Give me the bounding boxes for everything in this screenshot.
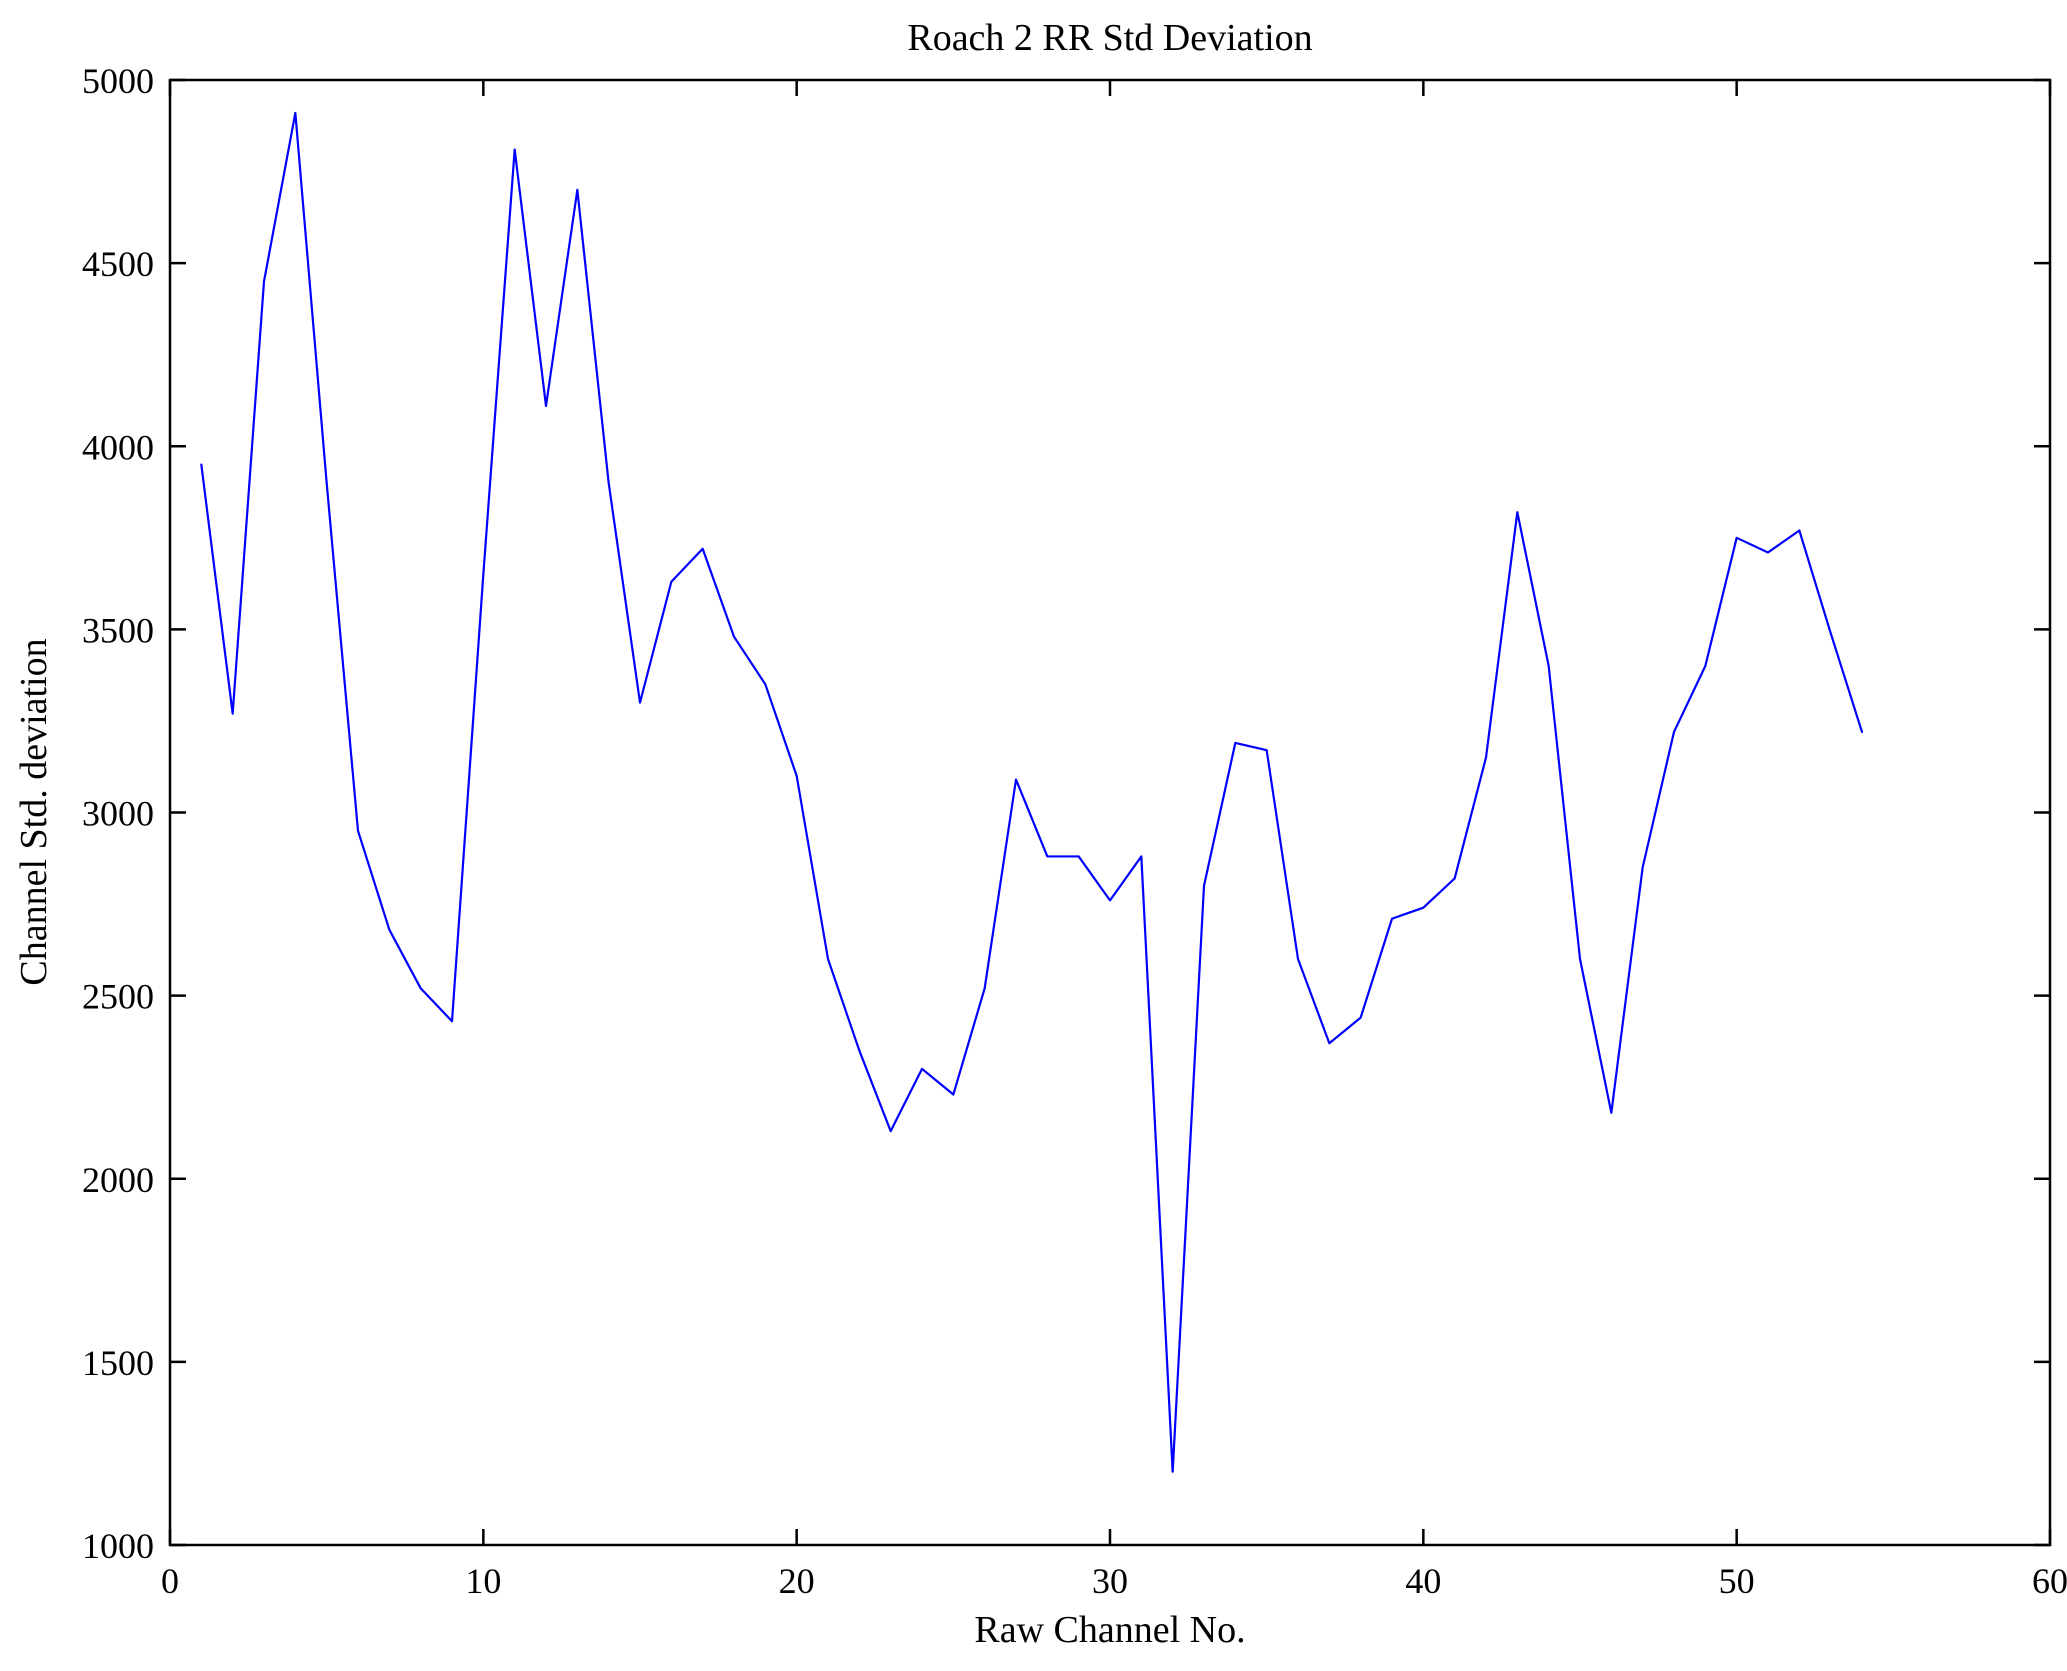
data-line <box>200 111 1864 1473</box>
axes-frame <box>168 78 2052 1547</box>
y-tick-label: 1500 <box>82 1343 154 1383</box>
y-tick-label: 4500 <box>82 244 154 284</box>
x-tick-label: 20 <box>779 1561 815 1601</box>
y-tick-label: 1000 <box>82 1526 154 1566</box>
y-axis-label: Channel Std. deviation <box>13 638 55 986</box>
x-tick-label: 30 <box>1092 1561 1128 1601</box>
y-tick-label: 4000 <box>82 427 154 467</box>
x-axis-label: Raw Channel No. <box>974 1609 1246 1651</box>
x-tick-label: 50 <box>1719 1561 1755 1601</box>
chart-title: Roach 2 RR Std Deviation <box>907 17 1313 59</box>
x-tick-label: 0 <box>161 1561 179 1601</box>
y-tick-label: 3500 <box>82 610 154 650</box>
y-tick-label: 2000 <box>82 1160 154 1200</box>
y-tick-label: 5000 <box>82 61 154 101</box>
x-tick-label: 40 <box>1405 1561 1441 1601</box>
y-tick-label: 2500 <box>82 977 154 1017</box>
x-tick-label: 60 <box>2032 1561 2067 1601</box>
y-tick-label: 3000 <box>82 794 154 834</box>
x-tick-label: 10 <box>465 1561 501 1601</box>
